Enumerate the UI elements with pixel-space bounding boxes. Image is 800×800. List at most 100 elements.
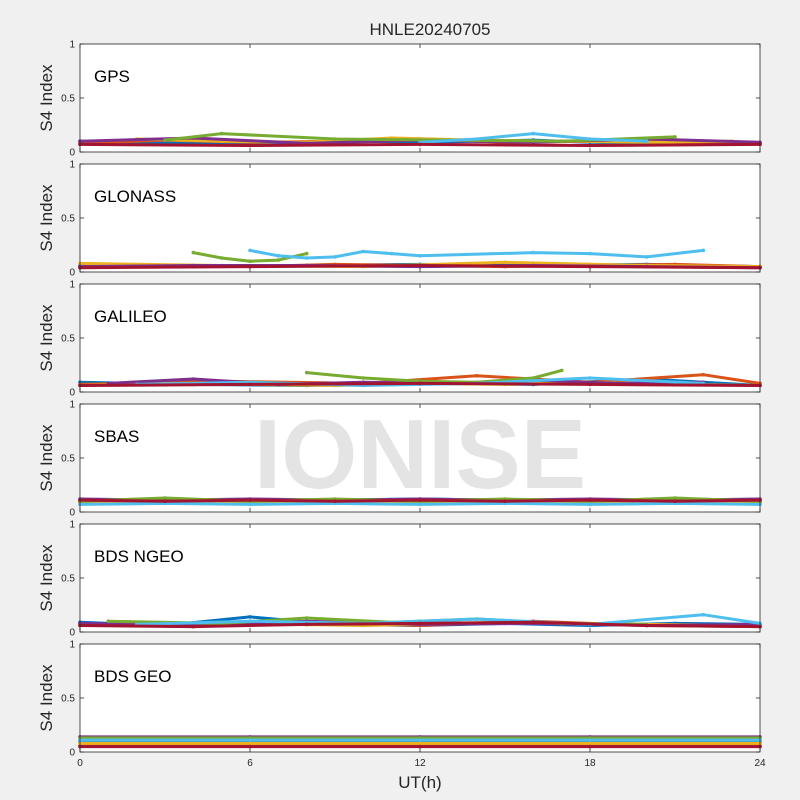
data-point xyxy=(474,374,479,378)
data-point xyxy=(588,251,592,256)
data-point xyxy=(304,616,309,620)
data-point xyxy=(588,137,592,141)
y-tick-label: 1 xyxy=(69,520,75,531)
panel-label: GPS xyxy=(94,67,130,86)
data-point xyxy=(644,139,649,143)
data-point xyxy=(588,382,592,387)
panel-label: BDS NGEO xyxy=(94,547,184,566)
y-tick-label: 0.5 xyxy=(61,454,75,465)
data-point xyxy=(219,256,224,260)
data-point xyxy=(588,741,592,746)
data-point xyxy=(304,370,309,375)
y-axis-label: S4 Index xyxy=(37,184,56,252)
data-point xyxy=(248,741,252,746)
data-point xyxy=(163,499,167,504)
data-point xyxy=(191,377,196,381)
data-point xyxy=(701,612,706,617)
y-axis-label: S4 Index xyxy=(37,304,56,372)
data-point xyxy=(644,255,649,259)
y-tick-label: 0.5 xyxy=(61,214,75,225)
data-point xyxy=(644,623,649,628)
data-point xyxy=(389,251,394,256)
watermark: IONISE xyxy=(254,399,586,509)
x-axis-label: UT(h) xyxy=(398,773,441,792)
data-point xyxy=(418,502,422,507)
y-axis-label: S4 Index xyxy=(37,544,56,612)
x-tick-label: 0 xyxy=(77,758,83,769)
data-point xyxy=(304,251,309,256)
data-point xyxy=(248,498,252,502)
y-tick-label: 0 xyxy=(69,388,75,399)
panel-label: GLONASS xyxy=(94,187,176,206)
data-point xyxy=(248,502,252,507)
panel: 0 0.5 1 SBAS S4 Index xyxy=(37,400,762,519)
data-point xyxy=(418,621,422,626)
data-point xyxy=(276,258,281,262)
y-tick-label: 0.5 xyxy=(61,694,75,705)
y-tick-label: 0 xyxy=(69,508,75,519)
data-point xyxy=(248,619,252,623)
panels: 0 0.5 1 GPS S4 Index 0 0.5 1 GLONASS S4 Index 0 0.5… xyxy=(37,40,766,770)
plot-area xyxy=(80,524,760,632)
plot-area xyxy=(80,404,760,512)
y-axis-label: S4 Index xyxy=(37,64,56,132)
y-tick-label: 1 xyxy=(69,640,75,651)
data-point xyxy=(248,248,252,253)
data-point xyxy=(304,256,309,260)
x-tick-label: 18 xyxy=(584,758,596,769)
panel: 0 0.5 1 GLONASS S4 Index xyxy=(37,160,762,279)
data-point xyxy=(588,264,592,269)
data-point xyxy=(701,248,706,253)
data-point xyxy=(248,259,252,264)
data-point xyxy=(248,143,252,148)
series-line xyxy=(163,132,677,143)
data-point xyxy=(163,138,167,142)
data-point xyxy=(248,738,252,742)
y-axis-label: S4 Index xyxy=(37,664,56,732)
data-point xyxy=(219,131,224,136)
data-point xyxy=(418,142,422,147)
data-point xyxy=(588,738,592,742)
y-tick-label: 0 xyxy=(69,148,75,159)
data-point xyxy=(503,260,507,265)
data-point xyxy=(361,249,366,254)
data-point xyxy=(531,620,536,625)
data-point xyxy=(333,255,337,259)
y-tick-label: 0.5 xyxy=(61,94,75,105)
panel: 0 0.5 1 BDS NGEO S4 Index xyxy=(37,520,762,639)
data-point xyxy=(673,499,677,504)
data-point xyxy=(588,376,592,380)
data-point xyxy=(701,372,706,377)
data-point xyxy=(474,137,479,141)
data-point xyxy=(276,254,281,258)
data-point xyxy=(531,376,536,380)
data-point xyxy=(418,741,422,746)
plot-area xyxy=(80,284,760,392)
data-point xyxy=(418,498,422,502)
panel-label: BDS GEO xyxy=(94,667,171,686)
panel-label: SBAS xyxy=(94,427,139,446)
data-point xyxy=(588,498,592,502)
data-point xyxy=(333,499,337,504)
panel: 0 0.5 1 GPS S4 Index xyxy=(37,40,762,159)
y-tick-label: 1 xyxy=(69,160,75,171)
y-tick-label: 0.5 xyxy=(61,334,75,345)
x-tick-label: 6 xyxy=(247,758,253,769)
data-point xyxy=(191,624,196,629)
x-tick-label: 12 xyxy=(414,758,426,769)
data-point xyxy=(588,143,592,148)
data-point xyxy=(418,254,422,258)
data-point xyxy=(531,250,536,255)
data-point xyxy=(333,137,337,141)
panel: 0 0.5 1 BDS GEO S4 Index 0 6 12 18 24 xyxy=(37,640,766,770)
y-tick-label: 0 xyxy=(69,628,75,639)
y-tick-label: 0 xyxy=(69,268,75,279)
y-tick-label: 1 xyxy=(69,280,75,291)
data-point xyxy=(248,382,252,387)
panel: 0 0.5 1 GALILEO S4 Index xyxy=(37,280,762,399)
data-point xyxy=(588,502,592,507)
data-point xyxy=(474,617,479,621)
data-point xyxy=(248,744,252,749)
data-point xyxy=(191,250,196,255)
figure-title: HNLE20240705 xyxy=(370,20,491,39)
